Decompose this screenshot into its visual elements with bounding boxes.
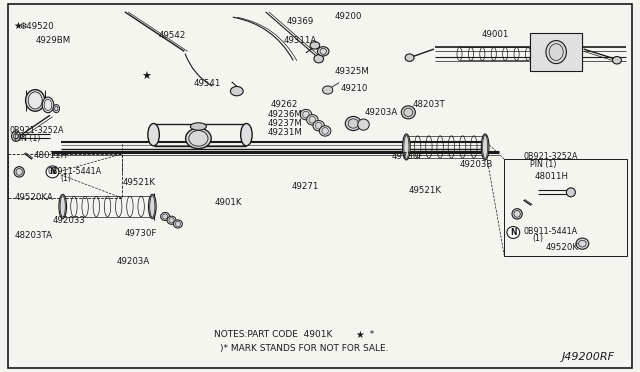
Text: 49236M: 49236M bbox=[268, 110, 302, 119]
Ellipse shape bbox=[317, 47, 329, 56]
Text: 492033: 492033 bbox=[52, 216, 85, 225]
Ellipse shape bbox=[53, 105, 60, 113]
Ellipse shape bbox=[191, 123, 206, 130]
Ellipse shape bbox=[346, 116, 362, 131]
Text: 49203A: 49203A bbox=[116, 257, 150, 266]
Text: 49521K: 49521K bbox=[123, 178, 156, 187]
Ellipse shape bbox=[323, 86, 333, 94]
Text: N: N bbox=[510, 228, 516, 237]
Ellipse shape bbox=[59, 194, 67, 219]
Text: PIN (1): PIN (1) bbox=[14, 134, 40, 143]
Text: 48203TA: 48203TA bbox=[14, 231, 52, 240]
Text: 49210: 49210 bbox=[340, 84, 368, 93]
Ellipse shape bbox=[358, 119, 369, 130]
Ellipse shape bbox=[310, 42, 320, 49]
Text: 49203B: 49203B bbox=[460, 160, 493, 169]
Text: J49200RF: J49200RF bbox=[563, 352, 615, 362]
Text: 49730F: 49730F bbox=[125, 229, 157, 238]
Bar bbox=[504, 159, 627, 256]
Ellipse shape bbox=[167, 216, 176, 224]
Text: ★: ★ bbox=[355, 330, 364, 340]
Ellipse shape bbox=[313, 121, 324, 131]
Text: 49311A: 49311A bbox=[284, 36, 317, 45]
Text: 49369: 49369 bbox=[286, 17, 314, 26]
Ellipse shape bbox=[173, 220, 182, 228]
Ellipse shape bbox=[42, 97, 54, 113]
Text: 0B911-5441A: 0B911-5441A bbox=[524, 227, 578, 236]
Text: NOTES:PART CODE  4901K             *: NOTES:PART CODE 4901K * bbox=[214, 330, 374, 339]
Ellipse shape bbox=[405, 54, 414, 61]
Bar bbox=[8, 154, 122, 198]
Text: 49541: 49541 bbox=[193, 79, 221, 88]
Text: 49521K: 49521K bbox=[408, 186, 442, 195]
Text: 48203T: 48203T bbox=[413, 100, 445, 109]
Text: 49325M: 49325M bbox=[335, 67, 369, 76]
Text: 49200: 49200 bbox=[334, 12, 362, 21]
Text: N: N bbox=[49, 167, 56, 176]
Ellipse shape bbox=[319, 126, 331, 136]
Text: 48011H: 48011H bbox=[33, 151, 67, 160]
Text: 49520K: 49520K bbox=[545, 243, 579, 252]
Text: 0B921-3252A: 0B921-3252A bbox=[10, 126, 64, 135]
Ellipse shape bbox=[26, 90, 45, 111]
Ellipse shape bbox=[566, 188, 575, 197]
Ellipse shape bbox=[12, 131, 20, 141]
Ellipse shape bbox=[148, 194, 156, 219]
Text: (1): (1) bbox=[61, 174, 72, 183]
Ellipse shape bbox=[241, 124, 252, 146]
Text: 49231M: 49231M bbox=[268, 128, 302, 137]
Text: ❆49520: ❆49520 bbox=[19, 22, 54, 31]
Ellipse shape bbox=[512, 209, 522, 219]
Text: 49237M: 49237M bbox=[268, 119, 302, 128]
Ellipse shape bbox=[403, 134, 410, 160]
Ellipse shape bbox=[481, 134, 489, 160]
Text: 0B921-3252A: 0B921-3252A bbox=[524, 153, 578, 161]
Ellipse shape bbox=[546, 41, 566, 64]
Text: 49001: 49001 bbox=[481, 30, 509, 39]
Bar bbox=[530, 33, 582, 71]
Text: )* MARK STANDS FOR NOT FOR SALE.: )* MARK STANDS FOR NOT FOR SALE. bbox=[220, 344, 388, 353]
Text: 4901K: 4901K bbox=[214, 198, 242, 207]
Ellipse shape bbox=[612, 57, 621, 64]
Text: 0B911-5441A: 0B911-5441A bbox=[48, 167, 102, 176]
Ellipse shape bbox=[307, 115, 318, 125]
Text: PIN (1): PIN (1) bbox=[530, 160, 556, 169]
Ellipse shape bbox=[148, 124, 159, 146]
Text: 4929BM: 4929BM bbox=[35, 36, 70, 45]
Ellipse shape bbox=[186, 128, 211, 149]
Text: 49271: 49271 bbox=[291, 182, 319, 191]
Text: 49262: 49262 bbox=[270, 100, 298, 109]
Text: 49542: 49542 bbox=[159, 31, 186, 40]
Text: ★: ★ bbox=[141, 73, 151, 82]
Text: 49520KA: 49520KA bbox=[14, 193, 53, 202]
Ellipse shape bbox=[314, 55, 324, 63]
Ellipse shape bbox=[161, 212, 170, 221]
Ellipse shape bbox=[507, 227, 520, 238]
Ellipse shape bbox=[300, 109, 312, 120]
Ellipse shape bbox=[230, 87, 243, 96]
Text: 48011H: 48011H bbox=[534, 172, 568, 181]
Text: (1): (1) bbox=[532, 234, 543, 243]
Text: 49203A: 49203A bbox=[365, 108, 398, 117]
Ellipse shape bbox=[14, 167, 24, 177]
Ellipse shape bbox=[401, 106, 415, 119]
Ellipse shape bbox=[576, 238, 589, 249]
Text: ★: ★ bbox=[13, 21, 22, 31]
Ellipse shape bbox=[46, 166, 59, 178]
Text: 49730F: 49730F bbox=[392, 153, 424, 161]
